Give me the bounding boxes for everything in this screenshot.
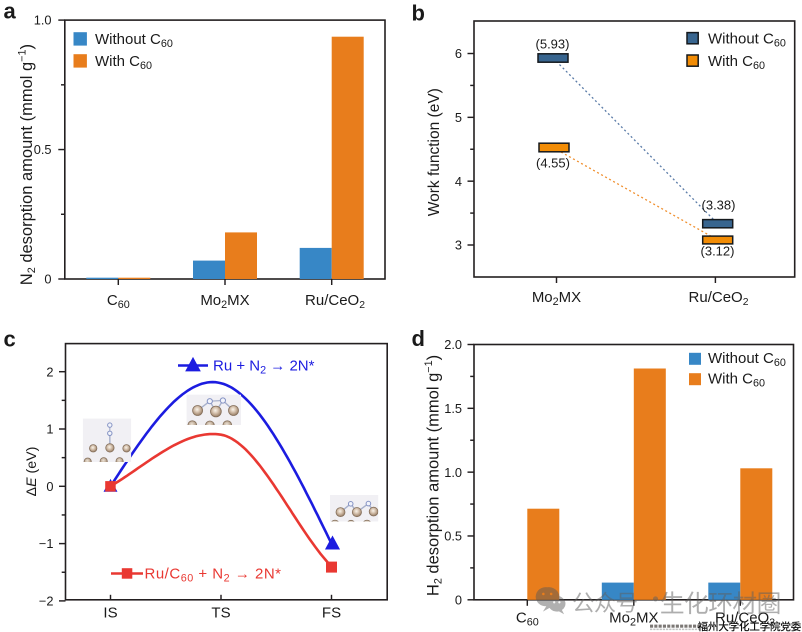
svg-text:Mo2MX: Mo2MX <box>609 610 658 629</box>
svg-text:−2: −2 <box>39 594 54 609</box>
svg-text:1.5: 1.5 <box>444 401 462 416</box>
svg-text:2.0: 2.0 <box>444 337 462 352</box>
svg-text:Ru + N2 → 2N*: Ru + N2 → 2N* <box>213 358 315 377</box>
svg-text:0.5: 0.5 <box>444 529 462 544</box>
svg-text:(3.12): (3.12) <box>701 244 735 259</box>
svg-text:1.0: 1.0 <box>444 465 462 480</box>
svg-text:H2 desorption amount (mmol g−1: H2 desorption amount (mmol g−1) <box>423 355 445 596</box>
svg-text:N2 desorption amount (mmol g−1: N2 desorption amount (mmol g−1) <box>17 44 39 285</box>
svg-text:3: 3 <box>455 238 462 253</box>
svg-text:FS: FS <box>322 605 341 622</box>
svg-text:0.5: 0.5 <box>34 142 52 157</box>
svg-text:d: d <box>412 326 425 351</box>
svg-text:Mo2MX: Mo2MX <box>532 289 581 308</box>
svg-text:−1: −1 <box>39 536 54 551</box>
svg-text:6: 6 <box>455 46 462 61</box>
svg-text:1: 1 <box>46 422 53 437</box>
svg-text:With C60: With C60 <box>708 53 765 72</box>
svg-text:Ru/CeO2: Ru/CeO2 <box>305 292 365 311</box>
svg-text:(3.38): (3.38) <box>702 198 736 213</box>
svg-text:With C60: With C60 <box>95 53 152 72</box>
svg-text:0: 0 <box>44 272 51 287</box>
svg-text:Ru/C60 + N2 → 2N*: Ru/C60 + N2 → 2N* <box>145 566 282 585</box>
svg-text:IS: IS <box>103 605 117 622</box>
svg-text:Work function (eV): Work function (eV) <box>426 88 443 216</box>
svg-text:Without C60: Without C60 <box>95 31 173 50</box>
svg-text:Mo2MX: Mo2MX <box>200 292 249 311</box>
svg-text:(5.93): (5.93) <box>536 37 570 52</box>
svg-text:ΔE (eV): ΔE (eV) <box>24 447 40 497</box>
svg-text:Without C60: Without C60 <box>708 350 786 369</box>
svg-text:c: c <box>4 327 16 352</box>
svg-text:TS: TS <box>211 605 230 622</box>
svg-text:2: 2 <box>46 364 53 379</box>
svg-text:a: a <box>4 0 17 23</box>
svg-text:With C60: With C60 <box>708 371 765 390</box>
svg-text:0: 0 <box>455 592 462 607</box>
svg-text:(4.55): (4.55) <box>536 156 570 171</box>
svg-text:b: b <box>412 0 425 25</box>
svg-text:Without C60: Without C60 <box>708 31 786 50</box>
svg-text:5: 5 <box>455 110 462 125</box>
svg-text:4: 4 <box>455 174 462 189</box>
svg-text:0: 0 <box>46 479 53 494</box>
svg-text:Ru/CeO2: Ru/CeO2 <box>689 289 749 308</box>
svg-text:1.0: 1.0 <box>34 13 52 28</box>
